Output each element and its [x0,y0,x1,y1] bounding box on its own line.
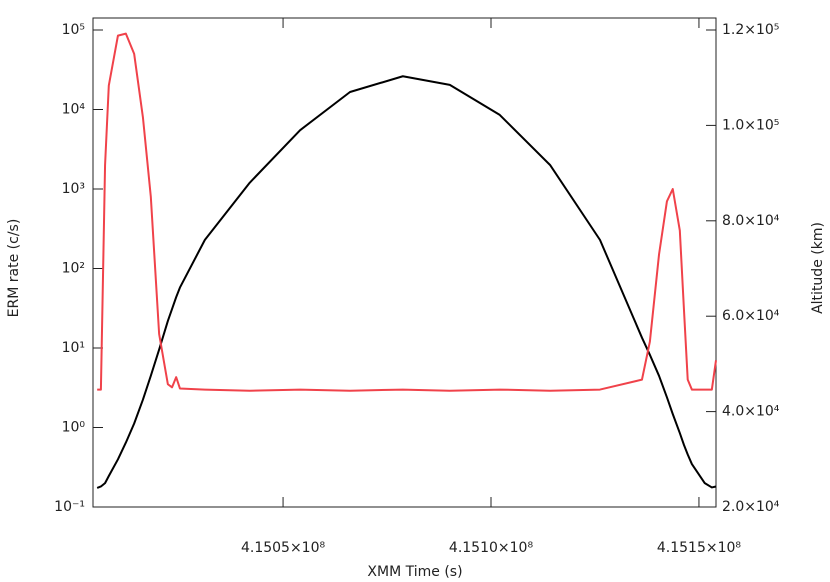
y-tick-label: 10⁴ [62,102,86,118]
x-tick-label: 4.1515×10⁸ [657,540,742,556]
y2-tick-label: 4.0×10⁴ [722,404,780,420]
y-tick-label: 10² [62,261,85,277]
y-tick-label: 10⁻¹ [54,499,85,515]
data-line [97,32,717,392]
y-axis-label: ERM rate (c/s) [6,219,22,318]
y2-tick-label: 8.0×10⁴ [722,213,780,229]
y2-axis-label: Altitude (km) [810,222,826,314]
y-tick-label: 10⁵ [62,22,85,38]
y2-tick-label: 1.2×10⁵ [722,22,779,38]
data-line [96,75,717,489]
y2-tick-label: 2.0×10⁴ [722,499,780,515]
y-tick-label: 10⁰ [62,420,86,436]
x-tick-label: 4.1510×10⁸ [449,540,534,556]
x-tick-label: 4.1505×10⁸ [241,540,326,556]
y2-tick-label: 6.0×10⁴ [722,308,780,324]
plot-frame [92,17,717,508]
y2-tick-label: 1.0×10⁵ [722,117,779,133]
y-tick-label: 10¹ [62,340,85,356]
x-axis-label: XMM Time (s) [367,564,462,580]
y-tick-label: 10³ [62,181,85,197]
